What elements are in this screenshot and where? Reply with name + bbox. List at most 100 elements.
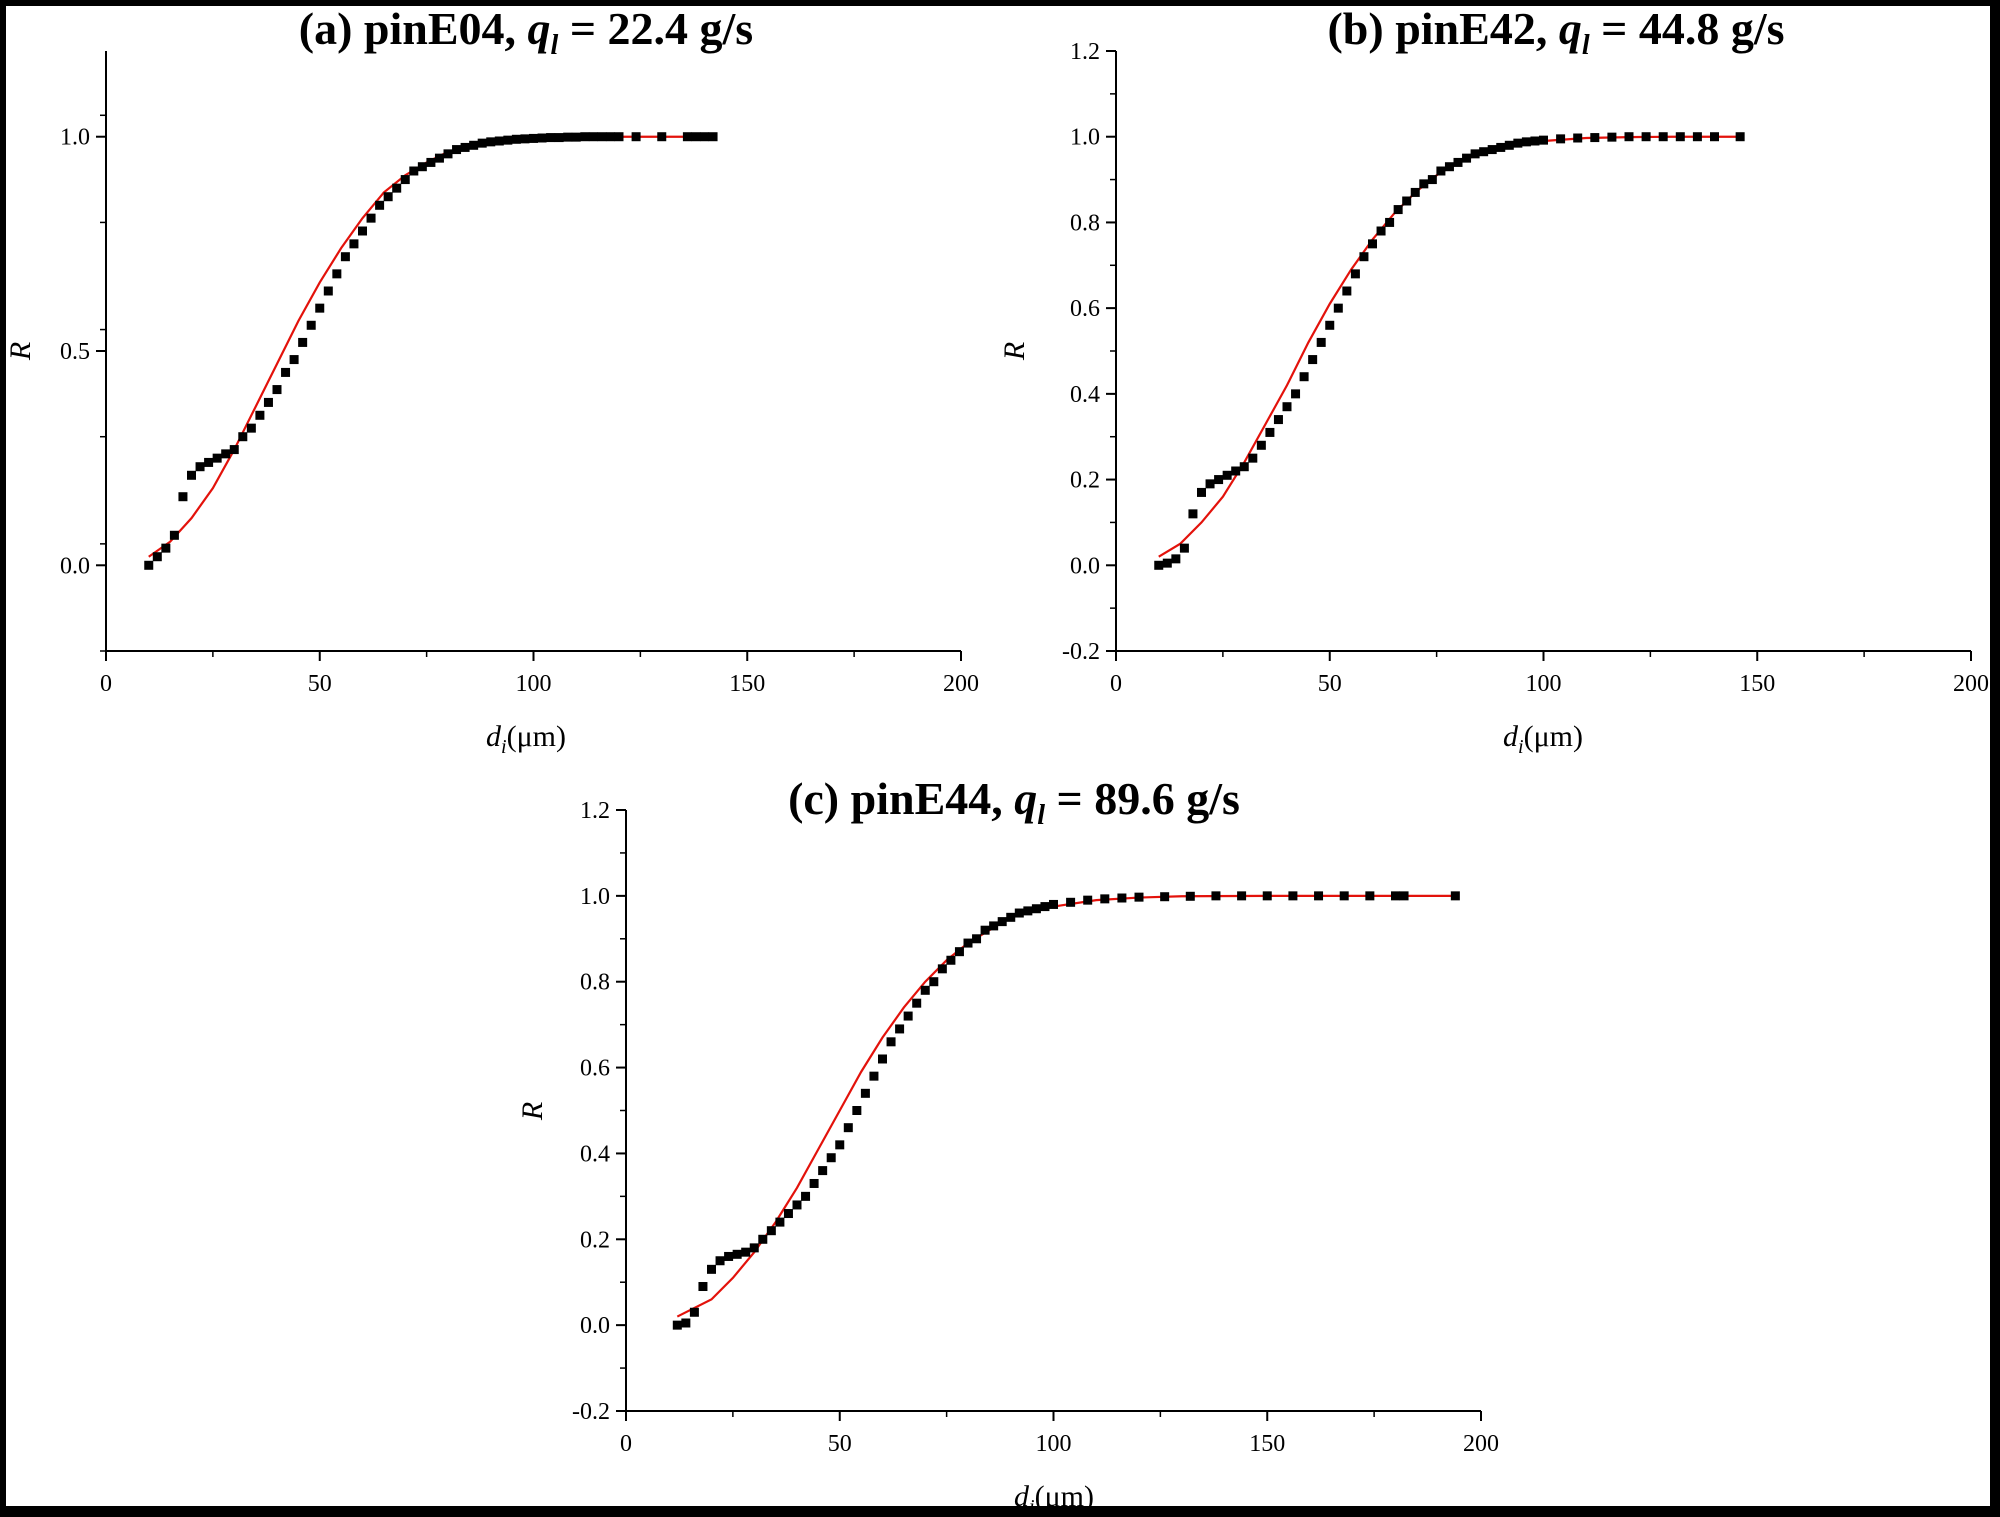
data-point	[980, 925, 990, 935]
y-tick-label: -0.2	[1062, 639, 1100, 665]
data-point	[682, 132, 692, 142]
data-point	[1214, 475, 1224, 485]
data-point	[1040, 902, 1050, 912]
data-point	[204, 457, 214, 467]
data-point	[1487, 145, 1497, 155]
data-point	[400, 175, 410, 185]
data-point	[1359, 252, 1369, 262]
data-point	[878, 1054, 887, 1064]
data-point	[1339, 891, 1349, 901]
y-tick-label: 0.0	[580, 1313, 610, 1339]
data-point	[1393, 205, 1403, 215]
y-tick-label: -0.2	[572, 1399, 610, 1425]
data-point	[809, 1178, 819, 1188]
data-point	[843, 1123, 853, 1133]
data-point	[1624, 132, 1634, 142]
data-point	[741, 1247, 751, 1257]
data-point	[1368, 239, 1377, 249]
data-point	[1100, 894, 1110, 904]
chart-a: 0 50 100 150 200 0.0 0.5 1.0 (a) pinE04, ql = 22…	[6, 6, 979, 758]
data-point	[895, 1024, 905, 1034]
data-point	[724, 1251, 734, 1261]
data-point	[1427, 175, 1437, 185]
data-point	[366, 213, 376, 223]
y-tick-label: 0.0	[60, 553, 90, 579]
data-point	[860, 1088, 870, 1098]
data-point	[1530, 136, 1540, 146]
x-axis-label-unit: (μm)	[507, 720, 566, 753]
data-point	[281, 367, 291, 377]
data-point	[434, 153, 444, 163]
data-point	[954, 947, 964, 957]
data-point	[597, 132, 607, 142]
data-point	[1365, 891, 1375, 901]
data-point	[1185, 891, 1195, 901]
data-point	[826, 1153, 836, 1163]
data-point	[1410, 187, 1420, 197]
data-point	[375, 200, 385, 210]
chart-title: (b) pinE42, ql = 44.8 g/s	[1327, 6, 1784, 61]
data-point	[195, 462, 205, 472]
x-axis-label: di(μm)	[1503, 720, 1583, 758]
data-point	[554, 133, 564, 143]
data-point	[289, 355, 299, 365]
x-axis-label-unit: (μm)	[1524, 720, 1583, 753]
chart-title-prefix: (a) pinE04,	[299, 6, 528, 54]
data-point	[1066, 897, 1076, 907]
data-point	[1453, 157, 1463, 167]
data-point	[452, 145, 462, 155]
data-point	[1291, 389, 1301, 399]
data-point	[263, 397, 273, 407]
x-tick-label: 200	[1463, 1431, 1499, 1457]
data-point	[1308, 355, 1318, 365]
data-point	[563, 132, 573, 142]
data-point	[1023, 906, 1033, 916]
data-point	[409, 166, 419, 176]
data-point	[332, 269, 342, 279]
chart-title-suffix: = 22.4 g/s	[558, 6, 753, 54]
data-point	[1735, 132, 1745, 142]
chart-c: 0 50 100 150 200 -0.2 0.0 0.2 0.4 0.6 0.8 1.0 1.2 (c)…	[516, 773, 1499, 1506]
chart-title: (c) pinE44, ql = 89.6 g/s	[788, 773, 1240, 831]
data-point	[1450, 891, 1460, 901]
data-point	[392, 183, 402, 193]
y-tick-label: 0.2	[1070, 468, 1100, 494]
data-point	[1376, 226, 1386, 236]
data-point	[1265, 427, 1275, 437]
chart-title-suffix: = 44.8 g/s	[1590, 6, 1785, 54]
data-point	[835, 1140, 845, 1150]
data-point	[1573, 133, 1583, 143]
data-point	[1188, 509, 1198, 519]
figure-panel: 0 50 100 150 200 0.0 0.5 1.0 (a) pinE04, ql = 22…	[6, 6, 1990, 1506]
data-point	[775, 1217, 785, 1227]
data-point	[1162, 558, 1172, 568]
chart-title-suffix: = 89.6 g/s	[1045, 773, 1240, 824]
data-point	[1658, 132, 1668, 142]
x-axis-label-subscript: i	[1518, 736, 1524, 758]
data-point	[1590, 133, 1600, 143]
data-point	[672, 1320, 682, 1330]
data-point	[681, 1318, 691, 1328]
data-point	[1211, 891, 1221, 901]
data-point	[1470, 149, 1480, 159]
data-point	[152, 552, 162, 562]
data-point	[1504, 140, 1514, 150]
data-point	[715, 1256, 725, 1266]
data-point	[537, 133, 547, 143]
chart-title-variable: q	[1559, 6, 1582, 54]
data-point	[1237, 891, 1247, 901]
data-point	[178, 492, 188, 502]
data-point	[520, 134, 530, 144]
y-tick-label: 0.6	[1070, 296, 1100, 322]
y-tick-label: 0.5	[60, 339, 90, 365]
data-point	[187, 470, 196, 480]
x-tick-label: 0	[620, 1431, 632, 1457]
y-tick-label: 0.4	[1070, 382, 1100, 408]
data-point	[1299, 372, 1309, 382]
data-point	[614, 132, 624, 142]
data-point	[869, 1071, 879, 1081]
data-point	[707, 1264, 716, 1274]
x-axis-label-unit: (μm)	[1035, 1480, 1094, 1506]
data-point	[469, 140, 479, 150]
data-point	[1256, 440, 1266, 450]
